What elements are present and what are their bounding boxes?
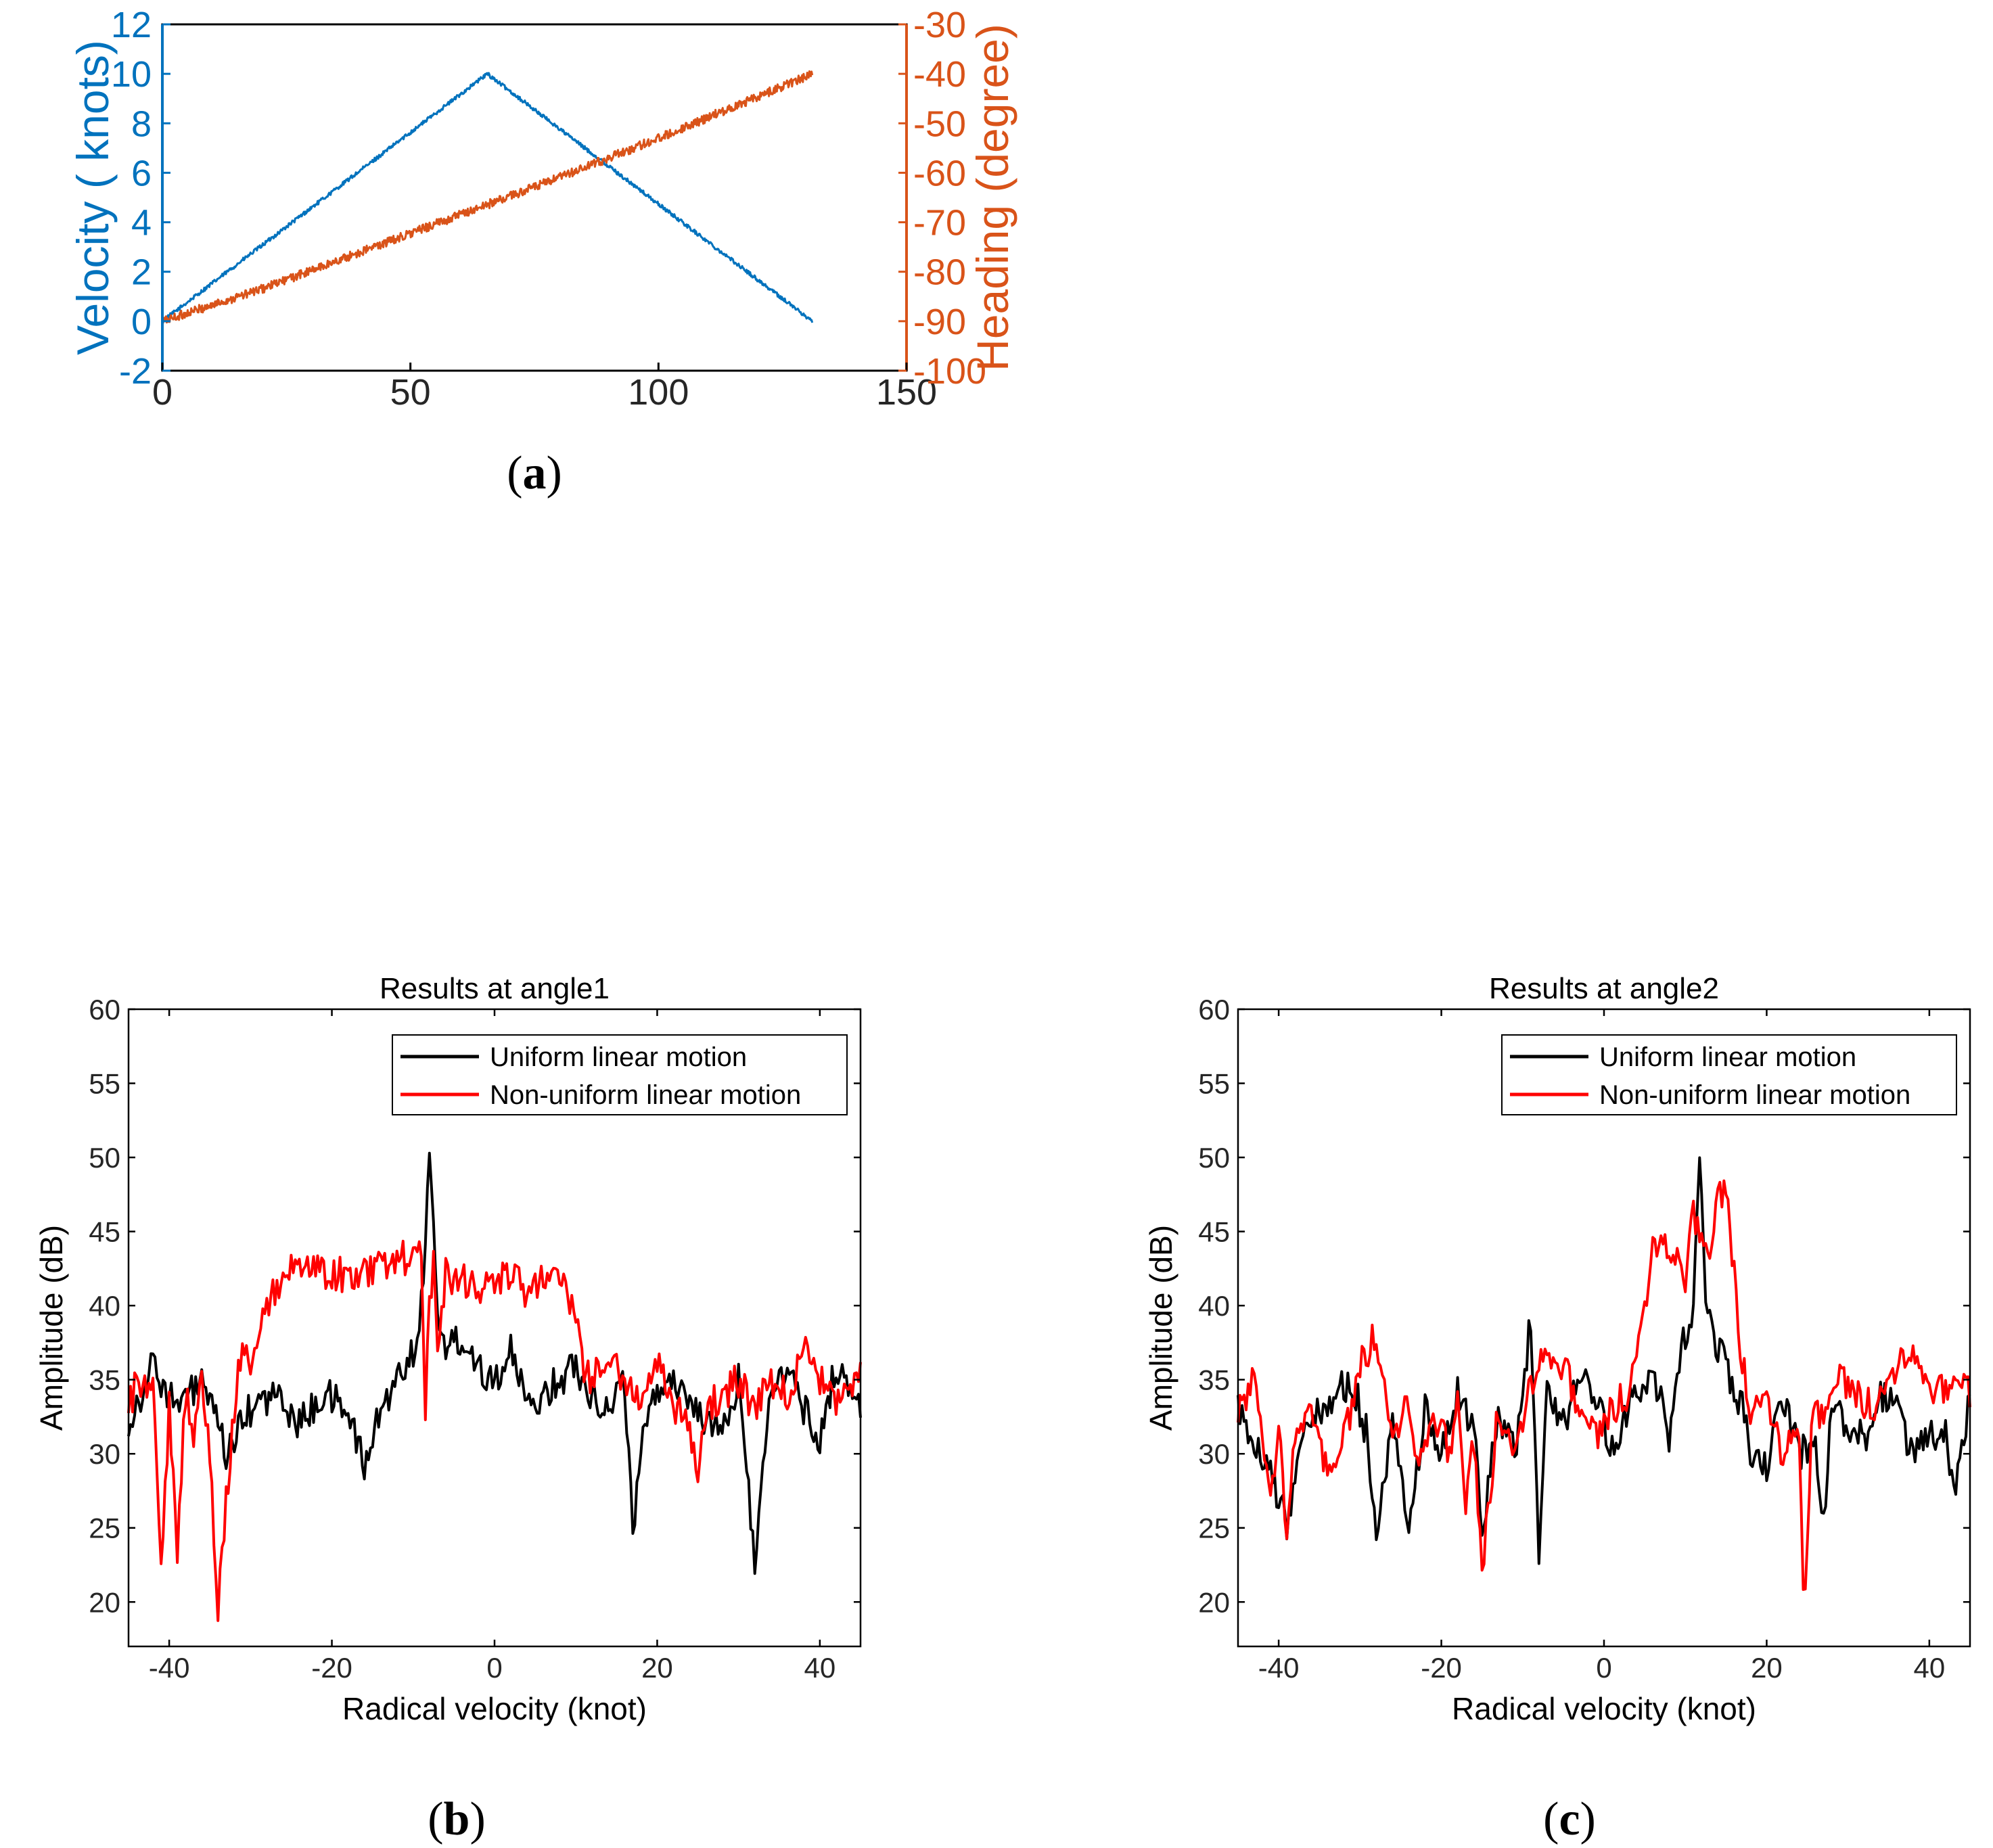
chart-c-ytick-label: 60 xyxy=(1198,994,1230,1025)
chart-c-legend-label-nonuniform: Non-uniform linear motion xyxy=(1599,1080,1910,1110)
chart-c-plot-area xyxy=(1237,1156,1971,1591)
chart-c-caption-letter: c xyxy=(1559,1793,1580,1845)
chart-c-ytick-label: 20 xyxy=(1198,1586,1230,1618)
chart-b-xtick-label: 0 xyxy=(486,1652,502,1684)
chart-b-xtick-label: 20 xyxy=(641,1652,673,1684)
chart-a-ytick-left-label: 10 xyxy=(111,54,152,95)
chart-c-ytick-label: 55 xyxy=(1198,1068,1230,1100)
chart-a-xtick-label: 150 xyxy=(876,372,937,413)
chart-c-ytick-label: 50 xyxy=(1198,1142,1230,1174)
chart-a: 0 50 100 150-2024681012-100-90-80-70-60-50-… xyxy=(68,5,1017,499)
chart-b: Results at angle1 -40 -20 0 20 40 20 25 30 35 40 4… xyxy=(34,972,862,1845)
chart-a-ytick-right-label: -80 xyxy=(913,252,966,293)
chart-a-ytick-right-label: -70 xyxy=(913,203,966,244)
chart-b-xlabel: Radical velocity (knot) xyxy=(342,1691,647,1726)
chart-b-ytick-label: 20 xyxy=(89,1586,120,1618)
chart-c-xtick-label: -20 xyxy=(1421,1652,1462,1684)
chart-c: Results at angle2 -40 -20 0 20 40 20 25 30 35 40 4… xyxy=(1143,972,1971,1845)
chart-b-ytick-label: 60 xyxy=(89,994,120,1025)
chart-a-ytick-left-label: -2 xyxy=(119,351,152,392)
chart-b-series-nonuniform xyxy=(127,1239,862,1622)
chart-b-xtick-label: 40 xyxy=(804,1652,836,1684)
chart-b-xtick-label: -40 xyxy=(149,1652,190,1684)
chart-c-ytick-label: 40 xyxy=(1198,1290,1230,1322)
chart-b-caption-letter: b xyxy=(444,1793,470,1845)
chart-b-ytick-label: 25 xyxy=(89,1512,120,1544)
chart-b-ytick-label: 35 xyxy=(89,1364,120,1396)
chart-a-xtick-label: 100 xyxy=(628,372,689,413)
chart-b-legend: Uniform linear motion Non-uniform linear… xyxy=(392,1034,848,1115)
chart-c-xtick-label: 20 xyxy=(1751,1652,1783,1684)
chart-a-ytick-right-label: -50 xyxy=(913,103,966,144)
chart-c-caption: (c) xyxy=(1543,1793,1596,1845)
chart-c-ticks: -40 -20 0 20 40 20 25 30 35 40 45 50 55 60 xyxy=(1198,994,1970,1684)
chart-c-ytick-label: 35 xyxy=(1198,1364,1230,1396)
chart-b-ticks: -40 -20 0 20 40 20 25 30 35 40 45 50 55 60 xyxy=(89,994,861,1684)
chart-b-legend-box xyxy=(392,1034,848,1115)
chart-b-ytick-label: 45 xyxy=(89,1216,120,1248)
chart-a-ytick-left-label: 4 xyxy=(131,203,152,244)
chart-c-xlabel: Radical velocity (knot) xyxy=(1452,1691,1756,1726)
chart-b-ylabel: Amplitude (dB) xyxy=(34,1225,69,1431)
chart-c-xtick-label: 40 xyxy=(1914,1652,1946,1684)
svg-text:(b): (b) xyxy=(428,1793,486,1845)
chart-b-plot-area xyxy=(127,1151,862,1622)
chart-b-caption: (b) xyxy=(428,1793,486,1845)
svg-text:(c): (c) xyxy=(1543,1793,1596,1845)
chart-c-series-nonuniform xyxy=(1237,1179,1971,1591)
chart-b-legend-label-uniform: Uniform linear motion xyxy=(490,1042,747,1072)
chart-a-ytick-left-label: 8 xyxy=(131,103,152,144)
chart-a-ylabel-right: Heading (degree) xyxy=(967,24,1017,371)
chart-b-title: Results at angle1 xyxy=(380,972,610,1005)
chart-a-series-velocity xyxy=(161,72,814,323)
chart-b-ytick-label: 30 xyxy=(89,1438,120,1470)
chart-b-series-uniform xyxy=(127,1151,862,1575)
chart-b-ytick-label: 55 xyxy=(89,1068,120,1100)
chart-b-xtick-label: -20 xyxy=(311,1652,352,1684)
chart-a-ytick-right-label: -90 xyxy=(913,302,966,342)
chart-c-legend: Uniform linear motion Non-uniform linear… xyxy=(1501,1034,1957,1115)
chart-b-ytick-label: 50 xyxy=(89,1142,120,1174)
chart-c-ytick-label: 25 xyxy=(1198,1512,1230,1544)
chart-a-ytick-right-label: -100 xyxy=(913,351,986,392)
chart-a-ylabel-left: Velocity ( knots) xyxy=(68,40,118,355)
chart-a-caption-letter: a xyxy=(523,447,547,499)
chart-a-ytick-left-label: 2 xyxy=(131,252,152,293)
chart-a-ytick-left-label: 0 xyxy=(131,302,152,342)
chart-c-legend-label-uniform: Uniform linear motion xyxy=(1599,1042,1856,1072)
chart-b-legend-label-nonuniform: Non-uniform linear motion xyxy=(490,1080,801,1110)
chart-c-ytick-label: 30 xyxy=(1198,1438,1230,1470)
chart-c-xtick-label: 0 xyxy=(1596,1652,1611,1684)
chart-a-xtick-label: 0 xyxy=(152,372,173,413)
chart-c-xtick-label: -40 xyxy=(1258,1652,1300,1684)
chart-a-caption: (a) xyxy=(507,447,562,499)
chart-c-title: Results at angle2 xyxy=(1489,972,1719,1005)
chart-a-xtick-label: 50 xyxy=(390,372,431,413)
chart-a-ytick-right-label: -40 xyxy=(913,54,966,95)
chart-c-ytick-label: 45 xyxy=(1198,1216,1230,1248)
chart-c-ylabel: Amplitude (dB) xyxy=(1143,1225,1178,1431)
chart-a-plot-area xyxy=(161,70,814,324)
chart-c-series-uniform xyxy=(1237,1156,1971,1565)
chart-a-ytick-left-label: 6 xyxy=(131,153,152,193)
chart-a-ytick-left-label: 12 xyxy=(111,5,152,45)
chart-a-ticks: 0 50 100 150-2024681012-100-90-80-70-60-50-… xyxy=(111,5,986,413)
chart-b-ytick-label: 40 xyxy=(89,1290,120,1322)
chart-a-ytick-right-label: -60 xyxy=(913,153,966,193)
chart-a-series-heading xyxy=(161,70,814,324)
chart-a-ytick-right-label: -30 xyxy=(913,5,966,45)
chart-c-legend-box xyxy=(1501,1034,1957,1115)
svg-text:(a): (a) xyxy=(507,447,562,499)
